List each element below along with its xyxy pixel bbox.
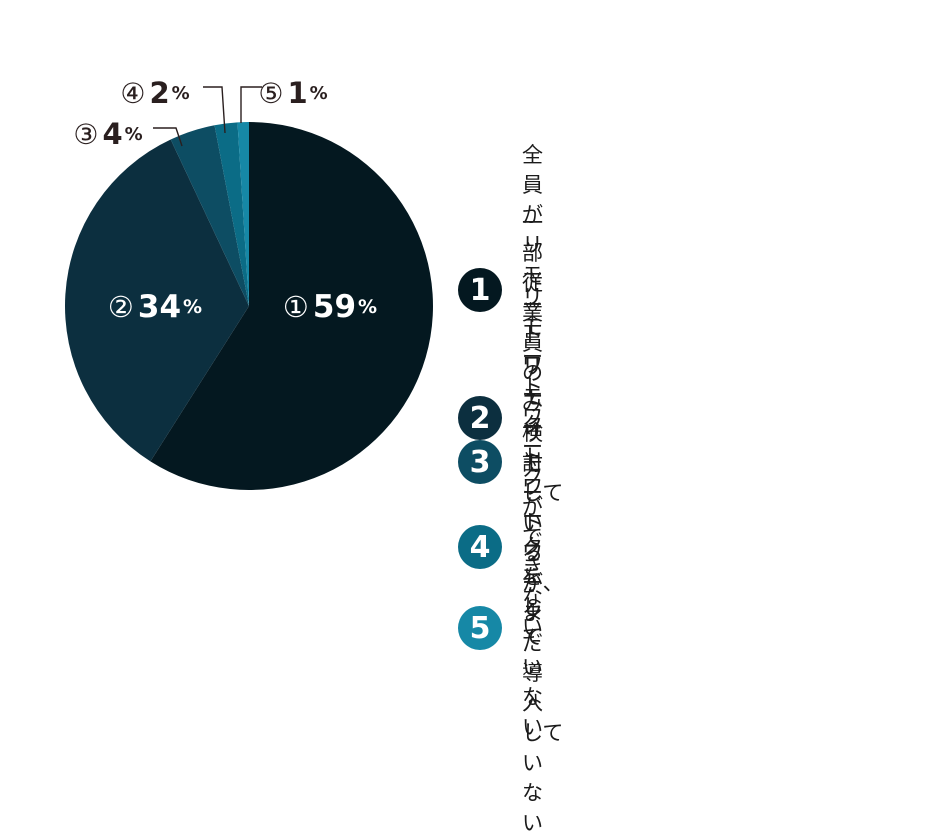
legend-label: 検討しているが、 まだ導入していない [522,421,564,835]
slice-value-label-4: ④ 2% [120,76,189,110]
slice-value-label-5: ⑤ 1% [258,76,327,110]
legend-number-badge: 5 [458,606,502,650]
legend-item-5: 5 検討しているが、 まだ導入していない [458,418,564,838]
slice-value-label-2: ② 34% [108,289,202,325]
pie-chart: ① 59 % ② 34 % ③ 4 % ④ 2% ⑤ 1% [64,76,433,490]
pie-slice-5 [237,121,249,306]
pie-slice-4 [214,122,249,306]
legend-number-badge: 3 [458,440,502,484]
legend-number-badge: 2 [458,396,502,440]
legend-item-1: 1 全員がリモートワーク [458,140,543,440]
slice-value-label-3: ③ 4% [73,117,142,151]
leader-line-4 [203,86,226,134]
legend-label: リモートワークができない [522,285,543,639]
legend-item-3: 3 リモートワークができない [458,282,543,642]
legend-number-badge: 1 [458,268,502,312]
leader-line-5 [240,86,262,123]
leader-line-3 [153,127,183,147]
pie-slice-1 [150,122,433,490]
pie-slice-3 [170,125,249,306]
pie-slice-2 [64,139,249,462]
slice-value-label-1: ① 59% [283,289,377,325]
legend-label: 全員がリモートワーク [522,143,543,437]
